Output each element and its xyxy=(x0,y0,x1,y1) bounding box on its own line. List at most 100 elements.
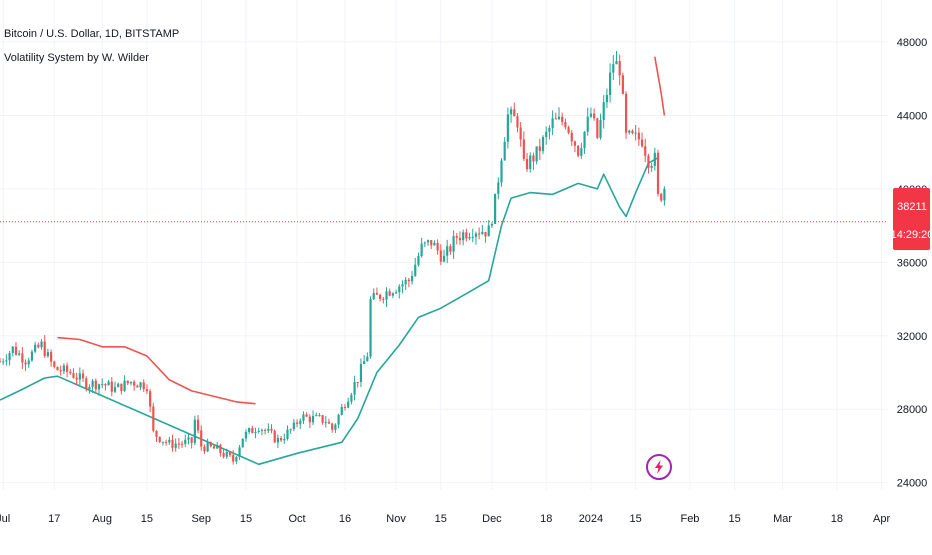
candle-body xyxy=(525,159,529,170)
candle-body xyxy=(506,114,509,142)
candle-body xyxy=(644,146,647,156)
candles xyxy=(0,51,666,465)
candle-body xyxy=(94,380,97,390)
stop-short-line xyxy=(654,56,666,116)
stop-short-line xyxy=(57,336,256,405)
candle-body xyxy=(398,286,401,293)
y-tick-label: 44000 xyxy=(897,110,928,122)
candle-body xyxy=(113,387,117,392)
candle-body xyxy=(401,284,404,287)
candle-body xyxy=(104,384,107,386)
lightning-icon[interactable] xyxy=(646,454,672,480)
candle-body xyxy=(593,113,596,119)
last-price-label: 38211 xyxy=(897,201,927,213)
chart-legend: Bitcoin / U.S. Dollar, 1D, BITSTAMP Vola… xyxy=(4,26,179,66)
candle-body xyxy=(452,236,455,252)
candle-body xyxy=(308,416,311,423)
candle-body xyxy=(331,423,334,430)
candle-body xyxy=(516,116,519,128)
candle-body xyxy=(196,419,200,431)
candle-body xyxy=(133,381,136,386)
candle-body xyxy=(660,193,663,201)
candle-body xyxy=(656,152,660,194)
candle-body xyxy=(270,428,273,431)
candle-body xyxy=(337,414,340,425)
candle-body xyxy=(462,232,465,241)
candle-body xyxy=(5,360,8,362)
candle-body xyxy=(640,139,644,147)
candle-body xyxy=(145,389,149,392)
candle-body xyxy=(142,382,145,390)
candle-body xyxy=(139,382,142,388)
lightning-icon-bolt xyxy=(655,460,663,474)
candle-body xyxy=(315,415,318,417)
candle-body xyxy=(580,148,583,156)
candle-body xyxy=(85,378,88,390)
candle-body xyxy=(149,391,152,407)
candle-body xyxy=(107,381,110,386)
candle-body xyxy=(2,361,5,363)
candle-body xyxy=(596,118,599,138)
candle-body xyxy=(394,292,398,294)
candle-body xyxy=(538,146,541,151)
candle-body xyxy=(653,152,656,166)
x-tick-label: Dec xyxy=(482,513,502,525)
candle-body xyxy=(494,193,497,224)
indicator-title[interactable]: Volatility System by W. Wilder xyxy=(4,52,149,64)
candle-body xyxy=(334,424,337,430)
candle-body xyxy=(417,255,420,265)
candle-body xyxy=(91,380,94,387)
candle-body xyxy=(209,442,212,447)
candle-body xyxy=(612,64,615,73)
y-tick-label: 32000 xyxy=(897,331,928,343)
candle-body xyxy=(446,246,449,256)
candle-body xyxy=(321,415,324,423)
candle-body xyxy=(599,120,602,138)
candle-body xyxy=(228,452,232,456)
candle-body xyxy=(72,373,75,378)
candle-body xyxy=(602,102,605,121)
candle-body xyxy=(455,236,458,238)
x-tick-label: 2024 xyxy=(579,513,603,525)
x-tick-label: Feb xyxy=(680,513,699,525)
candle-body xyxy=(545,131,548,138)
candle-body xyxy=(532,155,535,162)
price-axis[interactable]: 24000280003200036000400004400048000 xyxy=(897,37,928,490)
candle-body xyxy=(136,385,139,388)
candle-body xyxy=(548,127,551,132)
candle-body xyxy=(647,155,650,168)
candle-body xyxy=(46,352,50,357)
candle-body xyxy=(605,94,609,103)
candle-body xyxy=(203,446,206,452)
candle-body xyxy=(129,381,133,384)
candle-body xyxy=(59,370,62,372)
candle-body xyxy=(0,361,2,363)
candle-body xyxy=(81,373,85,379)
candle-body xyxy=(624,93,628,133)
candle-body xyxy=(430,240,433,246)
candle-body xyxy=(88,386,91,390)
x-tick-label: 15 xyxy=(240,513,252,525)
x-tick-label: 16 xyxy=(339,513,351,525)
candle-body xyxy=(503,141,506,161)
candle-body xyxy=(340,406,343,415)
time-axis[interactable]: Jul 17 Aug 15 Sep 15 Oct 16 Nov 15 Dec 18 2024 15 Feb 1… xyxy=(0,513,891,525)
x-tick-label: 15 xyxy=(435,513,447,525)
candle-body xyxy=(295,422,299,424)
candle-body xyxy=(577,145,580,156)
candle-body xyxy=(216,444,219,449)
candle-body xyxy=(117,383,120,388)
candle-body xyxy=(500,160,503,183)
candle-body xyxy=(152,406,155,431)
candle-body xyxy=(637,132,640,140)
candle-body xyxy=(423,242,426,244)
y-tick-label: 28000 xyxy=(897,404,928,416)
candle-body xyxy=(442,255,446,262)
symbol-title[interactable]: Bitcoin / U.S. Dollar, 1D, BITSTAMP xyxy=(4,28,180,40)
candle-body xyxy=(529,155,532,170)
candle-body xyxy=(56,366,59,371)
candle-body xyxy=(276,438,279,443)
candle-body xyxy=(244,431,248,439)
